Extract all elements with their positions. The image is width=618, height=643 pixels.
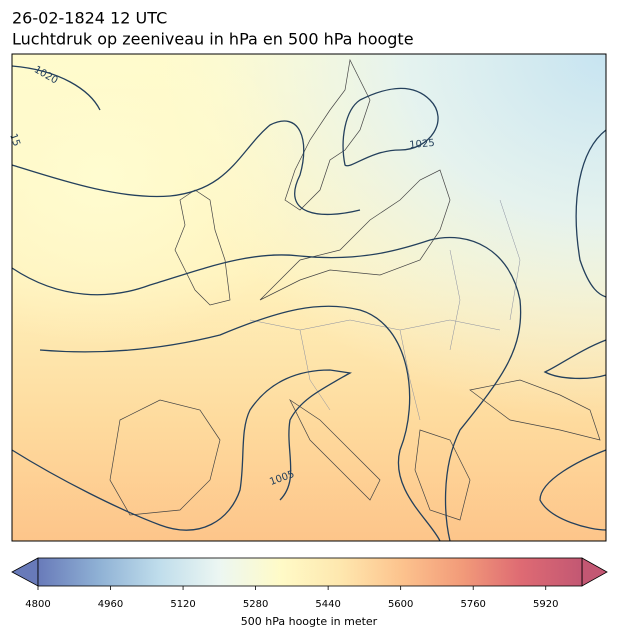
map-shading (12, 54, 606, 541)
map-frame (11, 53, 607, 542)
colorbar-tick-label: 4800 (25, 599, 50, 610)
colorbar-tick-label: 5280 (243, 599, 268, 610)
colorbar-tick-label: 5440 (315, 599, 340, 610)
colorbar-extend-low (11, 557, 39, 587)
date: 26-02-1824 12 UTC (12, 9, 167, 28)
colorbar-body (37, 557, 583, 587)
colorbar-tick-label: 4960 (98, 599, 123, 610)
title: Luchtdruk op zeeniveau in hPa en 500 hPa… (12, 30, 414, 49)
contour-label: 15 (7, 132, 22, 148)
coastlines (109, 58, 601, 521)
borders (249, 199, 521, 421)
contour-label: 1025 (409, 138, 435, 151)
colorbar-label: 500 hPa hoogte in meter (241, 615, 378, 628)
colorbar: 4800 4960 5120 5280 5440 5600 5760 5920 (11, 557, 608, 610)
colorbar-tick-label: 5120 (170, 599, 195, 610)
isobars (11, 65, 607, 542)
colorbar-tick-label: 5920 (533, 599, 558, 610)
colorbar-tick-label: 5760 (460, 599, 485, 610)
colorbar-tick-label: 5600 (388, 599, 413, 610)
colorbar-extend-high (581, 557, 608, 587)
